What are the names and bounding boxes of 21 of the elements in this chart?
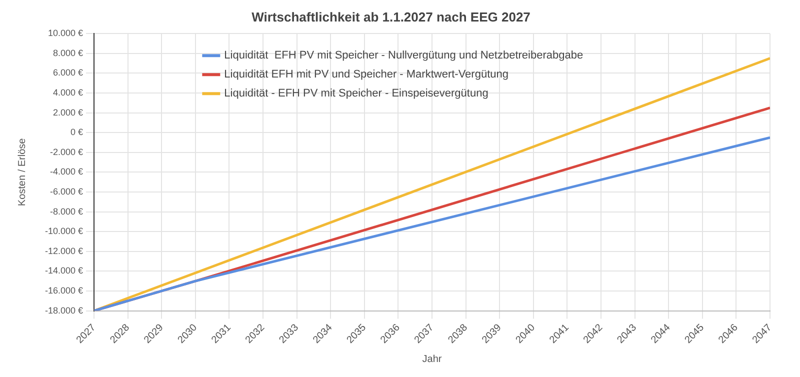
legend-label: Liquidität EFH PV mit Speicher - Nullvergütung und Netzbetreiberabgabe bbox=[224, 50, 584, 62]
x-axis-title: Jahr bbox=[422, 354, 442, 365]
y-tick-label: 0 € bbox=[70, 127, 84, 138]
y-tick-label: -16.000 € bbox=[45, 285, 84, 296]
legend-label: Liquidität - EFH PV mit Speicher - Einspeisevergütung bbox=[224, 88, 488, 100]
y-tick-label: -6.000 € bbox=[50, 186, 84, 196]
y-tick-label: -8.000 € bbox=[50, 206, 84, 216]
y-tick-label: 4.000 € bbox=[53, 87, 84, 98]
y-tick-label: 6.000 € bbox=[53, 68, 84, 78]
y-tick-label: -14.000 € bbox=[45, 266, 84, 276]
y-tick-label: -18.000 € bbox=[45, 305, 84, 316]
chart-title: Wirtschaftlichkeit ab 1.1.2027 nach EEG 2027 bbox=[252, 9, 530, 24]
y-tick-label: 8.000 € bbox=[53, 48, 84, 58]
y-tick-label: 2.000 € bbox=[53, 107, 84, 118]
y-tick-label: 10.000 € bbox=[48, 28, 84, 38]
y-tick-label: -12.000 € bbox=[45, 246, 84, 256]
y-tick-label: -10.000 € bbox=[45, 226, 84, 236]
y-axis-title: Kosten / Erlöse bbox=[16, 138, 28, 206]
legend-label: Liquidität EFH mit PV und Speicher - Marktwert-Vergütung bbox=[224, 68, 508, 81]
y-tick-label: -2.000 € bbox=[50, 146, 84, 157]
y-tick-label: -4.000 € bbox=[50, 166, 84, 177]
